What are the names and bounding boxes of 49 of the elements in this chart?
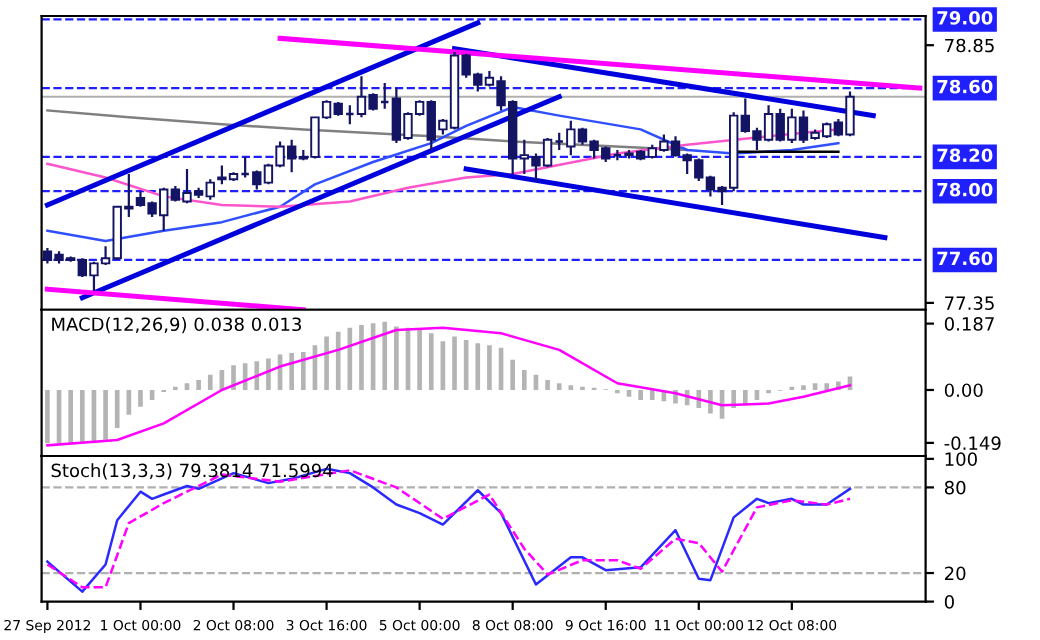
- annotation: MACD(12,26,9) 0.038 0.013: [52, 317, 301, 334]
- ref-line-label: 78.20: [937, 148, 993, 163]
- bar: [196, 380, 201, 390]
- y-tick-label: 20: [944, 566, 966, 581]
- bar: [207, 374, 213, 390]
- ref-line-label: 79.00: [937, 11, 993, 25]
- bar: [812, 383, 818, 390]
- bar: [417, 329, 422, 390]
- bar: [824, 383, 830, 390]
- line-series: [46, 105, 840, 243]
- bar: [649, 389, 655, 400]
- bar: [45, 389, 50, 444]
- bar: [382, 321, 388, 390]
- bar: [394, 326, 399, 390]
- bar: [335, 331, 341, 390]
- y-tick-label: 0.187: [944, 317, 994, 331]
- y-tick-label: 77.35: [945, 296, 994, 310]
- bar: [545, 380, 550, 390]
- bar: [475, 343, 481, 390]
- y-tick-label: 0.00: [944, 383, 983, 398]
- bar: [184, 383, 190, 390]
- bar: [452, 336, 457, 390]
- bar: [428, 333, 434, 390]
- ref-line-label: 78.00: [937, 182, 993, 197]
- bar: [556, 383, 562, 390]
- bar: [103, 389, 108, 440]
- y-tick-label: 78.85: [945, 38, 994, 53]
- bar: [626, 389, 632, 397]
- y-tick-label: 100: [945, 452, 977, 466]
- ref-line-label: 77.60: [937, 251, 993, 266]
- bar: [114, 389, 120, 428]
- bar: [638, 389, 643, 400]
- bar: [254, 361, 260, 390]
- y-tick-label: 0: [944, 595, 954, 609]
- bar: [266, 358, 271, 390]
- bar: [324, 336, 329, 390]
- bar: [79, 389, 85, 444]
- bar: [300, 352, 306, 390]
- bar: [68, 389, 74, 444]
- bar: [487, 345, 492, 390]
- bar: [359, 325, 364, 390]
- y-tick-label: 80: [944, 480, 966, 495]
- bar: [289, 353, 295, 390]
- y-tick-label: -0.149: [944, 436, 1001, 450]
- bar: [521, 370, 527, 390]
- annotation: Stoch(13,3,3) 79.3814 71.5994: [51, 463, 333, 480]
- bar: [510, 359, 516, 390]
- ref-line-label: 78.60: [937, 79, 993, 94]
- bar: [138, 389, 143, 407]
